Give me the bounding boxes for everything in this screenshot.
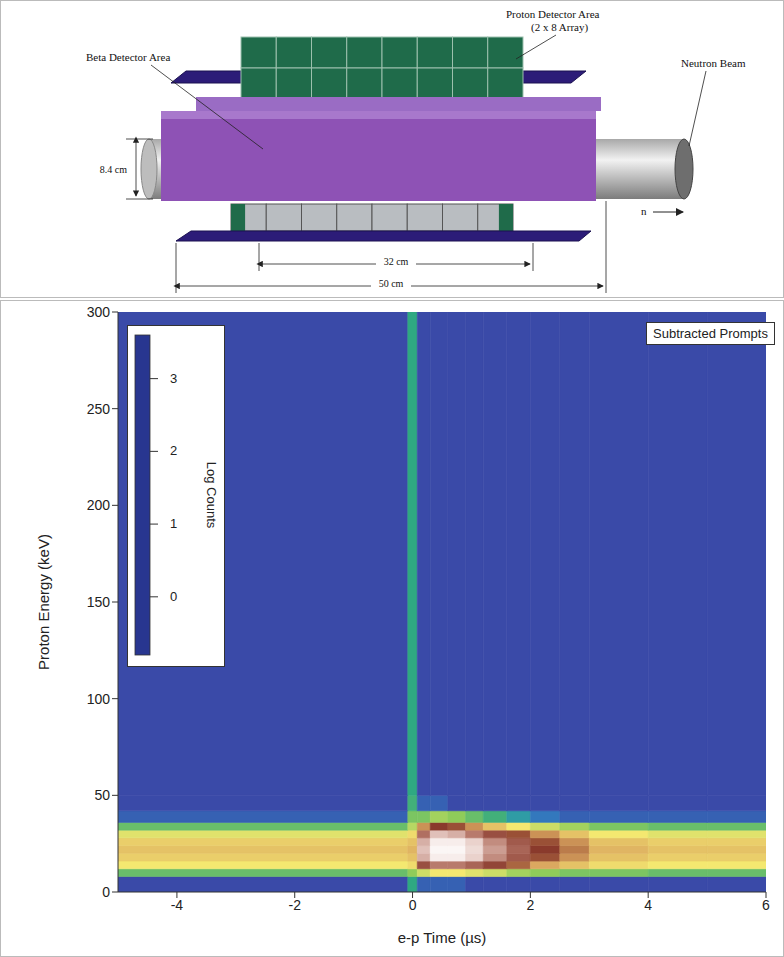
svg-text:4: 4 [644,897,652,913]
svg-text:0: 0 [170,589,177,604]
svg-text:2: 2 [526,897,534,913]
svg-text:2: 2 [170,443,177,458]
svg-text:Proton Energy (keV): Proton Energy (keV) [35,534,52,670]
svg-text:3: 3 [170,371,177,386]
svg-text:100: 100 [87,691,111,707]
svg-text:-2: -2 [289,897,302,913]
svg-text:(2 x 8 Array): (2 x 8 Array) [531,21,588,34]
svg-text:50 cm: 50 cm [379,278,404,289]
svg-text:-4: -4 [171,897,184,913]
svg-text:e-p Time (µs): e-p Time (µs) [398,929,487,946]
svg-text:Log Counts: Log Counts [204,462,219,529]
svg-text:Proton Detector Area: Proton Detector Area [506,8,600,20]
svg-text:250: 250 [87,401,111,417]
svg-text:Neutron Beam: Neutron Beam [681,57,746,69]
svg-text:1: 1 [170,516,177,531]
svg-text:50: 50 [94,787,110,803]
svg-text:6: 6 [762,897,770,913]
svg-text:Beta Detector Area: Beta Detector Area [86,51,170,63]
svg-text:32 cm: 32 cm [384,256,409,267]
svg-text:0: 0 [409,897,417,913]
svg-text:200: 200 [87,497,111,513]
svg-text:150: 150 [87,594,111,610]
svg-text:n: n [641,205,647,217]
svg-text:0: 0 [102,884,110,900]
html-text:Subtracted Prompts: Subtracted Prompts [653,326,768,341]
svg-text:300: 300 [87,304,111,320]
svg-text:8.4 cm: 8.4 cm [100,164,127,175]
